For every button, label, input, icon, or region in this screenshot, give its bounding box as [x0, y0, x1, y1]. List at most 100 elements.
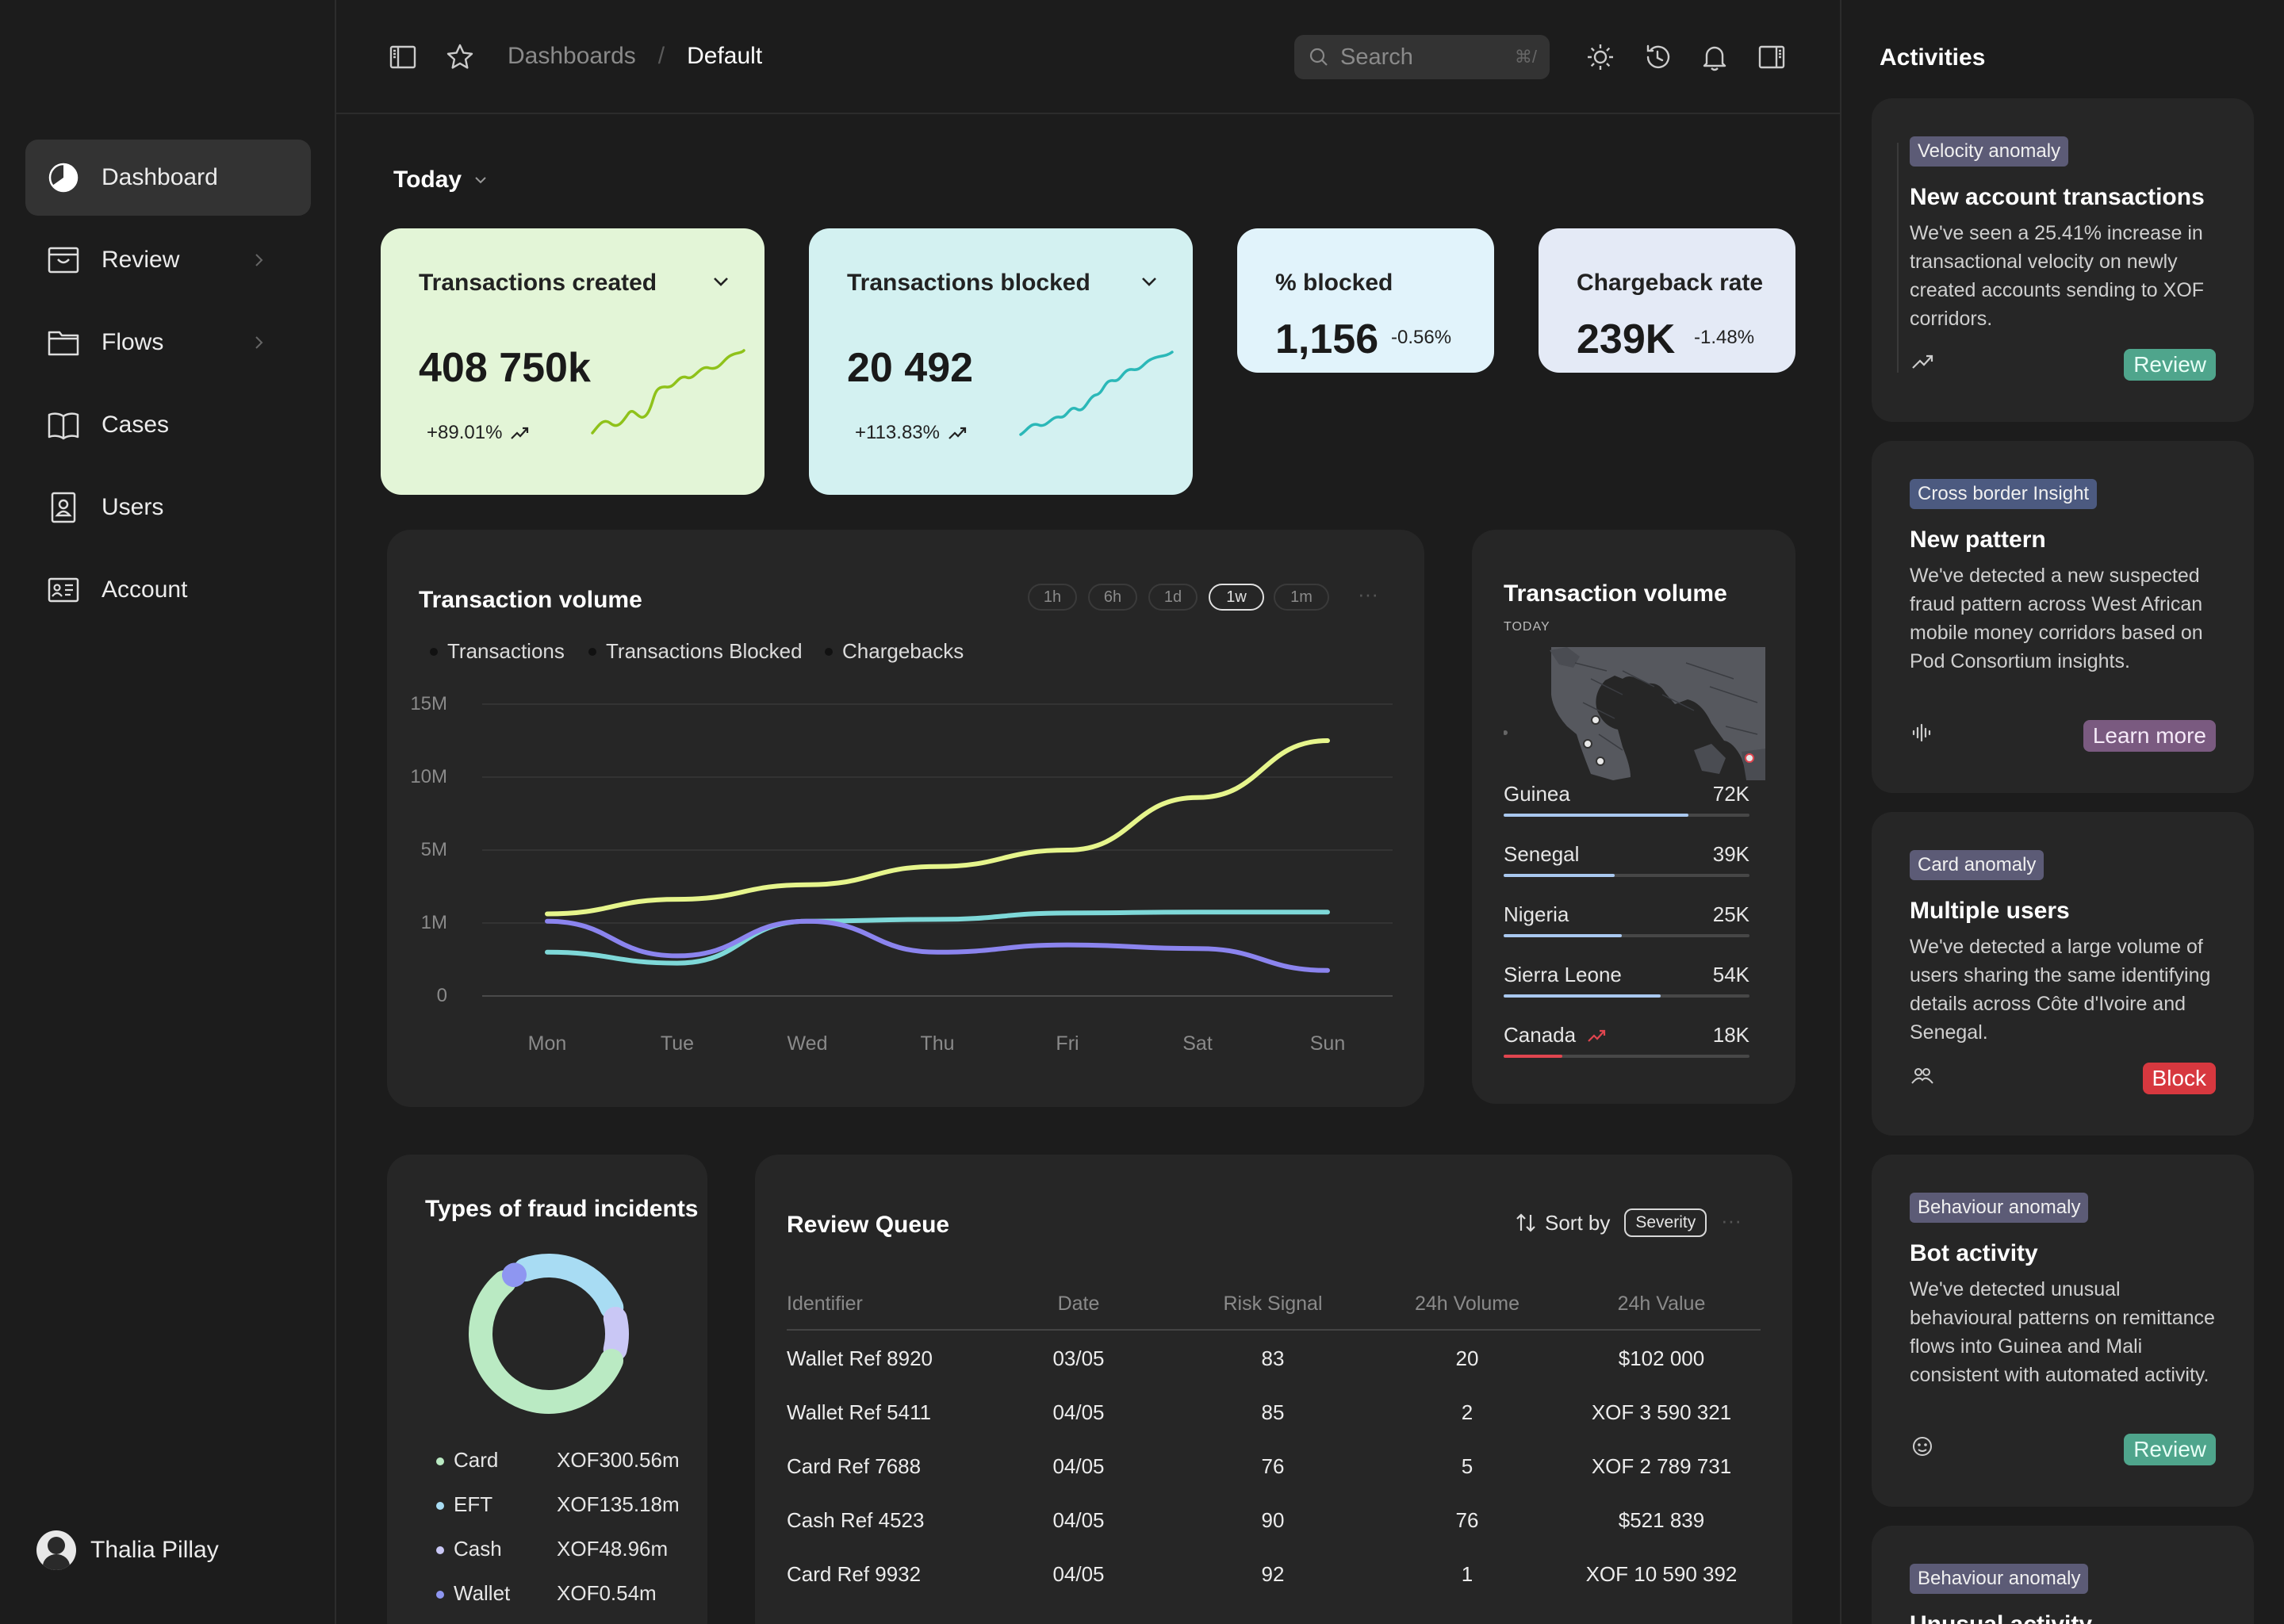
x-tick-label: Fri	[1056, 1032, 1079, 1055]
sidebar-item-review[interactable]: Review	[25, 222, 311, 298]
breadcrumb-separator: /	[657, 43, 665, 69]
panel-title: Transaction volume	[419, 587, 642, 613]
more-options-icon[interactable]: ···	[1721, 1208, 1742, 1232]
country-label: Guinea	[1504, 782, 1570, 806]
period-label: Today	[393, 167, 462, 193]
users-group-icon	[1911, 1068, 1933, 1084]
table-cell: XOF 3 590 321	[1591, 1400, 1732, 1424]
activity-card[interactable]: Card anomaly Multiple users We've detect…	[1872, 812, 2254, 1136]
country-row-canada[interactable]: Canada 18K	[1504, 1023, 1749, 1083]
country-row-senegal[interactable]: Senegal 39K	[1504, 842, 1749, 902]
activity-card[interactable]: Behaviour anomaly Unusual activity	[1872, 1526, 2254, 1624]
range-1h[interactable]: 1h	[1028, 584, 1077, 611]
sidebar-item-users[interactable]: Users	[25, 469, 311, 546]
stat-delta-value: -1.48%	[1694, 327, 1755, 348]
range-1d[interactable]: 1d	[1148, 584, 1198, 611]
sidebar-item-dashboard[interactable]: Dashboard	[25, 140, 311, 216]
sidebar-item-label: Dashboard	[102, 164, 218, 190]
legend-label: Transactions	[447, 639, 565, 663]
sidebar-nav: Dashboard Review Flows Cases Users Accou…	[25, 140, 311, 634]
column-header[interactable]: Identifier	[787, 1293, 863, 1315]
country-row-sierra-leone[interactable]: Sierra Leone 54K	[1504, 963, 1749, 1023]
country-label: Senegal	[1504, 842, 1580, 866]
activity-card[interactable]: Behaviour anomaly Bot activity We've det…	[1872, 1155, 2254, 1507]
donut-slice-eft[interactable]	[513, 1254, 624, 1320]
fraud-type-label: Cash	[454, 1537, 502, 1561]
sidebar: Dashboard Review Flows Cases Users Accou…	[0, 0, 336, 1624]
column-header[interactable]: Risk Signal	[1223, 1293, 1323, 1315]
stat-value: 20 492	[847, 345, 974, 391]
donut-slice-card[interactable]	[469, 1270, 624, 1414]
sidebar-item-flows[interactable]: Flows	[25, 304, 311, 381]
sidebar-toggle-icon[interactable]	[387, 41, 419, 73]
audio-wave-icon	[1912, 723, 1931, 742]
activity-card[interactable]: Cross border Insight New pattern We've d…	[1872, 441, 2254, 793]
table-cell: $102 000	[1618, 1346, 1705, 1370]
range-6h[interactable]: 6h	[1088, 584, 1137, 611]
sort-value[interactable]: Severity	[1624, 1208, 1707, 1237]
chevron-down-icon[interactable]	[709, 270, 733, 293]
donut-slice-cash[interactable]	[603, 1306, 629, 1362]
fraud-type-label: Wallet	[454, 1581, 511, 1605]
history-icon[interactable]	[1642, 41, 1673, 73]
table-cell: XOF 2 789 731	[1591, 1454, 1732, 1478]
period-selector[interactable]: Today	[393, 167, 490, 193]
activity-title: Bot activity	[1910, 1240, 2038, 1266]
sort-label: Sort by	[1545, 1210, 1611, 1235]
country-bar-track	[1504, 994, 1749, 998]
more-options-icon[interactable]: ···	[1358, 582, 1378, 606]
column-header[interactable]: 24h Volume	[1414, 1293, 1520, 1315]
sidebar-item-account[interactable]: Account	[25, 552, 311, 628]
learn-more-button[interactable]: Learn more	[2083, 720, 2216, 752]
table-cell: Card Ref 7688	[787, 1454, 922, 1478]
user-profile[interactable]: Thalia Pillay	[36, 1530, 219, 1570]
sort-icon	[1516, 1213, 1535, 1232]
activity-title: New pattern	[1910, 527, 2046, 553]
star-icon[interactable]	[444, 41, 476, 73]
country-row-guinea[interactable]: Guinea 72K	[1504, 782, 1749, 842]
panel-title: Transaction volume	[1504, 580, 1727, 607]
table-cell: 76	[1455, 1508, 1479, 1532]
bell-icon[interactable]	[1699, 41, 1730, 73]
activity-badge: Behaviour anomaly	[1910, 1564, 2089, 1594]
panel-toggle-icon[interactable]	[1756, 41, 1788, 73]
activity-badge: Cross border Insight	[1910, 479, 2098, 509]
search-input[interactable]: Search ⌘/	[1294, 35, 1550, 79]
chevron-down-icon	[475, 177, 486, 184]
country-row-nigeria[interactable]: Nigeria 25K	[1504, 902, 1749, 963]
review-button[interactable]: Review	[2124, 349, 2216, 381]
activity-card[interactable]: Velocity anomaly New account transaction…	[1872, 98, 2254, 422]
stat-delta: +89.01%	[427, 422, 531, 444]
table-cell: 04/05	[1052, 1454, 1105, 1478]
block-button[interactable]: Block	[2142, 1063, 2216, 1094]
world-map[interactable]	[1504, 647, 1765, 780]
y-tick-label: 1M	[420, 912, 447, 933]
chevron-down-icon[interactable]	[1137, 270, 1161, 293]
legend-label: Chargebacks	[842, 639, 964, 663]
column-header[interactable]: Date	[1057, 1293, 1100, 1315]
column-header[interactable]: 24h Value	[1617, 1293, 1706, 1315]
range-1m[interactable]: 1m	[1274, 584, 1329, 611]
sun-icon[interactable]	[1585, 41, 1616, 73]
stat-card-transactions-blocked[interactable]: Transactions blocked 20 492 +113.83%	[809, 228, 1193, 495]
trend-up-icon	[1912, 354, 1933, 369]
donut-slice-wallet[interactable]	[501, 1262, 527, 1288]
stat-card-percent-blocked[interactable]: % blocked 1,156 -0.56%	[1237, 228, 1494, 373]
sidebar-item-cases[interactable]: Cases	[25, 387, 311, 463]
activities-panel: Activities Velocity anomaly New account …	[1840, 0, 2284, 1624]
country-bar-fill	[1504, 934, 1622, 937]
stat-card-transactions-created[interactable]: Transactions created 408 750k +89.01%	[381, 228, 765, 495]
stat-card-chargeback-rate[interactable]: Chargeback rate 239K -1.48%	[1539, 228, 1795, 373]
review-button[interactable]: Review	[2124, 1434, 2216, 1465]
legend-transactions: Transactions	[430, 639, 565, 664]
avatar	[36, 1530, 76, 1570]
breadcrumb-parent[interactable]: Dashboards	[508, 43, 636, 69]
table-cell: 90	[1261, 1508, 1285, 1532]
folder-icon	[48, 331, 79, 356]
range-1w[interactable]: 1w	[1209, 584, 1264, 611]
sparkline	[1019, 350, 1174, 436]
breadcrumb: Dashboards / Default	[508, 43, 762, 70]
sort-control[interactable]: Sort by Severity	[1515, 1208, 1707, 1237]
y-tick-label: 5M	[420, 839, 447, 860]
activity-description: We've detected a new suspected fraud pat…	[1910, 565, 2203, 672]
